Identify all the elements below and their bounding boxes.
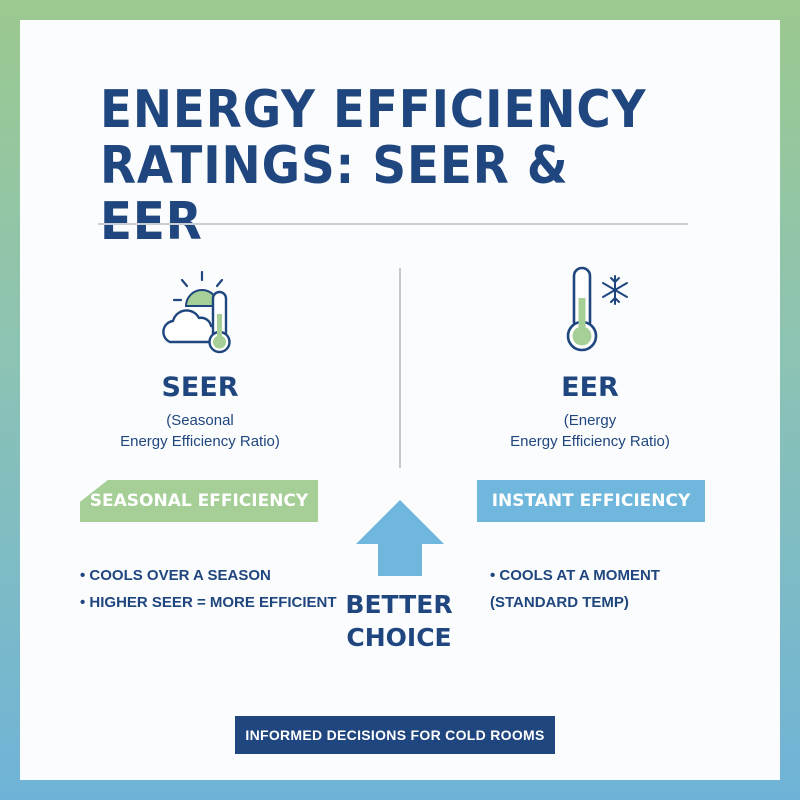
eer-subtitle: (Energy Energy Efficiency Ratio) [470, 410, 710, 452]
eer-heading: EER [561, 372, 619, 403]
column-divider [399, 268, 401, 468]
seer-bullet-2: • HIGHER SEER = MORE EFFICIENT [80, 594, 337, 611]
footer-banner: INFORMED DECISIONS FOR COLD ROOMS [235, 716, 555, 754]
seer-subtitle-line-2: Energy Efficiency Ratio) [120, 433, 280, 450]
eer-bullet-2: (STANDARD TEMP) [490, 594, 629, 611]
page-title: ENERGY EFFICIENCY RATINGS: SEER & EER [100, 82, 658, 250]
better-choice-line-2: CHOICE [346, 623, 452, 652]
sun-cloud-thermometer-icon [162, 270, 231, 354]
eer-bullet-1: • COOLS AT A MOMENT [490, 567, 660, 584]
thermometer-snowflake-icon [566, 266, 628, 352]
instant-efficiency-label: INSTANT EFFICIENCY [491, 491, 691, 511]
infographic-card: ENERGY EFFICIENCY RATINGS: SEER & EER SE… [20, 20, 780, 780]
seasonal-efficiency-label: SEASONAL EFFICIENCY [89, 491, 309, 511]
up-arrow-icon [356, 500, 444, 576]
eer-subtitle-line-1: (Energy [563, 412, 617, 429]
title-line-2: RATINGS: SEER & EER [100, 136, 569, 252]
better-choice-label: BETTER CHOICE [338, 588, 460, 654]
seer-bullet-list: • COOLS OVER A SEASON • HIGHER SEER = MO… [80, 562, 337, 616]
eer-subtitle-line-2: Energy Efficiency Ratio) [510, 433, 670, 450]
better-choice-line-1: BETTER [345, 590, 453, 619]
seer-heading: SEER [161, 372, 239, 403]
title-line-1: ENERGY EFFICIENCY [100, 80, 647, 140]
title-divider [98, 223, 688, 225]
seasonal-efficiency-banner: SEASONAL EFFICIENCY [80, 480, 318, 522]
instant-efficiency-banner: INSTANT EFFICIENCY [477, 480, 705, 522]
seer-subtitle-line-1: (Seasonal [166, 412, 234, 429]
seer-subtitle: (Seasonal Energy Efficiency Ratio) [80, 410, 320, 452]
eer-bullet-list: • COOLS AT A MOMENT (STANDARD TEMP) [490, 562, 660, 616]
seer-bullet-1: • COOLS OVER A SEASON [80, 567, 271, 584]
